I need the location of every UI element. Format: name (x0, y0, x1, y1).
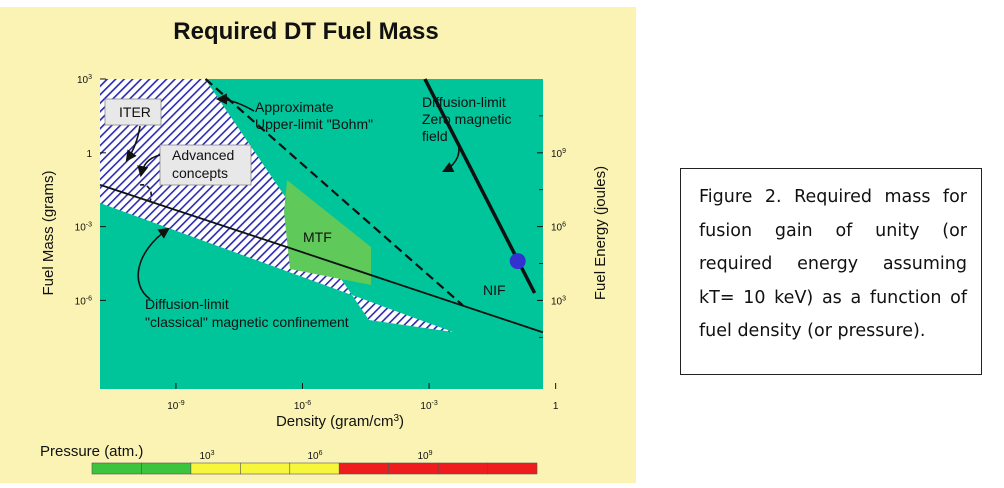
pressure-ticks: 103 106 109 (199, 450, 432, 462)
pressure-tick-label-2-base: 10 (417, 451, 429, 462)
y2-tick-label-0-exponent: 9 (562, 148, 566, 155)
iter-label: ITER (119, 104, 151, 120)
pressure-tick-label-1: 106 (307, 450, 322, 462)
iter-label-box (104, 98, 162, 126)
advanced-label-box (159, 144, 252, 186)
x-tick-label-0-base: 10 (167, 401, 179, 412)
hatched-region (100, 79, 453, 332)
advanced-label-line1: Advanced (172, 147, 234, 163)
x-tick-label-2-base: 10 (420, 401, 432, 412)
y-tick-label-3-exponent: -6 (86, 295, 92, 302)
pressure-bar (91, 462, 538, 475)
zero-field-arrow (441, 143, 460, 173)
y-tick-label-0: 103 (77, 74, 92, 86)
mtf-label: MTF (303, 229, 332, 245)
nif-marker (509, 253, 526, 270)
iter-arrow (125, 125, 141, 162)
bohm-arrow (215, 93, 255, 112)
pressure-tick-label-2-exponent: 9 (429, 450, 433, 457)
pressure-segment-6 (388, 462, 439, 475)
x-tick-label-2: 10-3 (420, 400, 437, 412)
caption-text: Figure 2. Required mass for fusion gain … (699, 187, 967, 341)
x-axis-label-exp: 3 (393, 413, 399, 424)
classical-label-line1: Diffusion-limit (145, 296, 229, 312)
x-tick-label-1-exponent: -6 (305, 400, 311, 407)
x-tick-label-0-exponent: -9 (178, 400, 184, 407)
bohm-label-line2: Upper-limit "Bohm" (255, 116, 373, 132)
bohm-line (204, 78, 464, 307)
y2-tick-label-0: 109 (551, 148, 566, 160)
pressure-segment-8 (487, 462, 538, 475)
pressure-segment-7 (437, 462, 488, 475)
chart-svg: Required DT Fuel Mass 10-9 10-6 10-3 110311… (40, 18, 609, 475)
pressure-tick-label-2: 109 (417, 450, 432, 462)
pressure-tick-label-0-exponent: 3 (211, 450, 215, 457)
y2-tick-label-1: 106 (551, 222, 566, 234)
zero-field-label-line2: Zero magnetic (422, 111, 511, 127)
advanced-label-line2: concepts (172, 165, 228, 181)
figure-panel: Required DT Fuel Mass 10-9 10-6 10-3 1 103 1 1… (0, 7, 636, 483)
classical-line (99, 183, 544, 334)
chart-title: Required DT Fuel Mass (173, 18, 438, 45)
y2-tick-label-1-base: 10 (551, 223, 563, 234)
y-tick-label-3: 10-6 (75, 295, 92, 307)
mtf-region (284, 180, 371, 285)
pressure-tick-label-0-base: 10 (199, 451, 211, 462)
x-tick-label-1: 10-6 (294, 400, 311, 412)
pressure-tick-label-1-exponent: 6 (319, 450, 323, 457)
y2-tick-label-2-base: 10 (551, 296, 563, 307)
y2-axis-label: Fuel Energy (joules) (592, 166, 609, 300)
pressure-segment-2 (190, 462, 241, 475)
classical-arrow (137, 227, 170, 300)
y-tick-label-1: 1 (86, 149, 92, 160)
y-tick-label-3-base: 10 (75, 296, 87, 307)
y2-tick-label-1-exponent: 6 (562, 222, 566, 229)
x-tick-label-3: 1 (553, 401, 559, 412)
pressure-segment-3 (240, 462, 291, 475)
pressure-segment-0 (91, 462, 142, 475)
x-tick-label-1-base: 10 (294, 401, 306, 412)
y-tick-label-2-exponent: -3 (86, 222, 92, 229)
x-tick-label-0: 10-9 (167, 400, 184, 412)
pressure-label: Pressure (atm.) (40, 443, 143, 460)
y-tick-label-0-exponent: 3 (88, 74, 92, 81)
x-axis-label: Density (gram/cm3) (276, 413, 404, 430)
pressure-segment-1 (141, 462, 192, 475)
nif-label: NIF (483, 282, 506, 298)
y2-tick-label-0-base: 10 (551, 149, 563, 160)
pressure-tick-label-0: 103 (199, 450, 214, 462)
pressure-segment-5 (338, 462, 389, 475)
y-tick-label-0-base: 10 (77, 75, 89, 86)
y-tick-label-2-base: 10 (75, 223, 87, 234)
y-tick-label-2: 10-3 (75, 222, 92, 234)
pressure-tick-label-1-base: 10 (307, 451, 319, 462)
caption-box: Figure 2. Required mass for fusion gain … (680, 168, 982, 375)
zero-field-label-line3: field (422, 128, 448, 144)
pressure-segment-4 (289, 462, 340, 475)
y-axis-label: Fuel Mass (grams) (40, 170, 57, 295)
bohm-label-line1: Approximate (255, 99, 334, 115)
x-axis-label-close: ) (399, 413, 404, 430)
classical-label-line2: "classical" magnetic confinement (145, 314, 349, 330)
x-axis-label-text: Density (gram/cm (276, 413, 394, 430)
y2-tick-label-2-exponent: 3 (562, 295, 566, 302)
advanced-concepts-contour (139, 184, 152, 206)
advanced-arrow (137, 154, 161, 178)
y2-tick-label-2: 103 (551, 295, 566, 307)
x-tick-label-2-exponent: -3 (432, 400, 438, 407)
zero-field-label-line1: Diffusion-limit (422, 94, 506, 110)
